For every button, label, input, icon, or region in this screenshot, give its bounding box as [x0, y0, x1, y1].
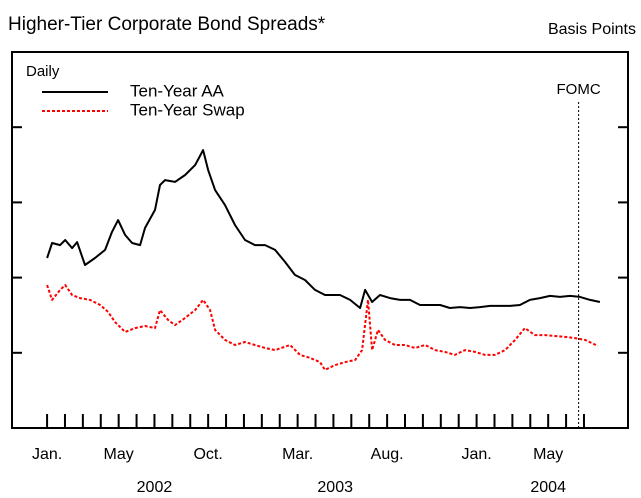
x-tick-label: Oct. — [193, 446, 222, 463]
x-tick-label: Aug. — [371, 446, 404, 463]
x-tick-label: Jan. — [32, 446, 62, 463]
year-label: 2004 — [530, 479, 566, 496]
legend-title: Daily — [26, 63, 60, 80]
series-line — [46, 149, 601, 309]
x-tick-label: Jan. — [461, 446, 491, 463]
fomc-label: FOMC — [557, 81, 601, 98]
x-tick-label: Mar. — [282, 446, 313, 463]
x-tick-label: May — [104, 446, 134, 463]
year-label: 2002 — [137, 479, 173, 496]
year-label: 2003 — [317, 479, 353, 496]
x-tick-label: May — [533, 446, 563, 463]
plot-frame — [11, 51, 629, 429]
legend-label: Ten-Year AA — [130, 81, 225, 100]
series-line — [46, 284, 599, 371]
legend-label: Ten-Year Swap — [130, 100, 245, 119]
chart-title: Higher-Tier Corporate Bond Spreads* — [8, 14, 326, 35]
y-axis-label: Basis Points — [548, 21, 636, 38]
